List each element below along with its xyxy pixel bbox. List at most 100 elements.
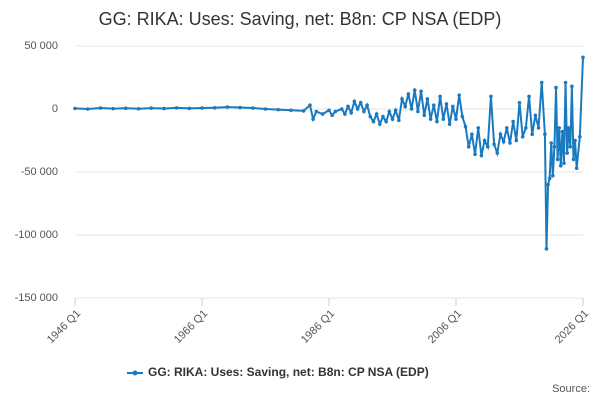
point (444, 102, 449, 106)
point (555, 157, 560, 162)
point (573, 138, 577, 143)
point (352, 99, 357, 104)
point (428, 117, 433, 121)
point (251, 106, 255, 110)
point (339, 107, 344, 111)
point (276, 107, 281, 112)
point (554, 85, 558, 90)
point (311, 117, 315, 121)
x-tick-label: 2026 Q1 (553, 308, 591, 346)
point (238, 105, 242, 110)
point (543, 132, 547, 136)
point (320, 112, 325, 116)
point (520, 134, 525, 139)
legend-marker (132, 370, 138, 376)
point (200, 106, 204, 110)
x-tick-label: 2006 Q1 (426, 308, 464, 346)
point (447, 122, 452, 126)
point (374, 112, 379, 116)
point (422, 113, 427, 118)
point (547, 176, 552, 181)
point (451, 104, 455, 109)
point (441, 117, 446, 121)
point (463, 124, 468, 129)
point (416, 109, 420, 114)
point (371, 119, 376, 124)
point (527, 94, 531, 99)
point (460, 114, 465, 119)
point (362, 109, 366, 114)
point (574, 166, 579, 171)
point (539, 80, 544, 85)
point (501, 139, 506, 144)
point (560, 129, 565, 134)
point (212, 105, 217, 110)
point (98, 106, 103, 110)
point (378, 122, 382, 126)
point (505, 126, 509, 130)
series-line (74, 57, 584, 249)
point (393, 108, 398, 113)
point (546, 182, 550, 187)
point (565, 151, 569, 155)
point (149, 106, 153, 110)
point (581, 55, 585, 60)
point (355, 107, 360, 111)
point (530, 132, 534, 136)
point (174, 106, 179, 110)
point (517, 100, 522, 105)
point (536, 126, 541, 130)
point (390, 117, 395, 121)
point (330, 113, 334, 118)
point (568, 145, 573, 149)
point (419, 89, 423, 94)
point (387, 109, 392, 114)
point (485, 145, 490, 149)
point (435, 119, 439, 124)
y-tick-label: 0 (52, 103, 58, 115)
point (187, 106, 192, 111)
point (111, 106, 115, 111)
point (571, 157, 576, 162)
point (346, 104, 350, 109)
point (489, 94, 493, 99)
point (566, 126, 571, 130)
point (563, 80, 568, 85)
point (412, 88, 417, 92)
point (343, 112, 347, 116)
y-tick-label: -50 000 (21, 166, 58, 178)
point (349, 110, 354, 115)
point (384, 119, 388, 124)
x-tick-label: 1966 Q1 (172, 308, 210, 346)
point (409, 107, 414, 111)
point (562, 161, 566, 165)
point (551, 173, 555, 178)
x-tick-label: 1946 Q1 (45, 308, 83, 346)
point (368, 114, 373, 119)
point (308, 103, 312, 108)
point (524, 126, 528, 130)
point (482, 138, 487, 143)
point (136, 106, 141, 111)
source: Source: (552, 383, 590, 395)
y-tick-label: 50 000 (24, 40, 58, 52)
point (358, 100, 363, 105)
point (466, 145, 471, 149)
point (314, 109, 319, 114)
point (73, 106, 77, 111)
point (533, 113, 538, 118)
point (479, 153, 484, 158)
point (327, 108, 331, 113)
point (263, 107, 268, 111)
point (570, 84, 574, 89)
point (511, 119, 515, 124)
point (473, 152, 477, 157)
legend-label: GG: RIKA: Uses: Saving, net: B8n: CP NSA… (148, 365, 429, 379)
y-tick-label: -100 000 (15, 229, 58, 241)
chart-title: GG: RIKA: Uses: Saving, net: B8n: CP NSA… (99, 9, 502, 29)
point (470, 132, 474, 136)
point (578, 134, 582, 139)
point (381, 114, 385, 119)
point (457, 93, 461, 97)
point (476, 126, 481, 130)
